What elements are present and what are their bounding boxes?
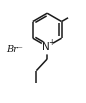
Text: +: +: [48, 38, 54, 47]
Text: Br⁻: Br⁻: [6, 45, 23, 54]
Text: N: N: [42, 42, 50, 52]
